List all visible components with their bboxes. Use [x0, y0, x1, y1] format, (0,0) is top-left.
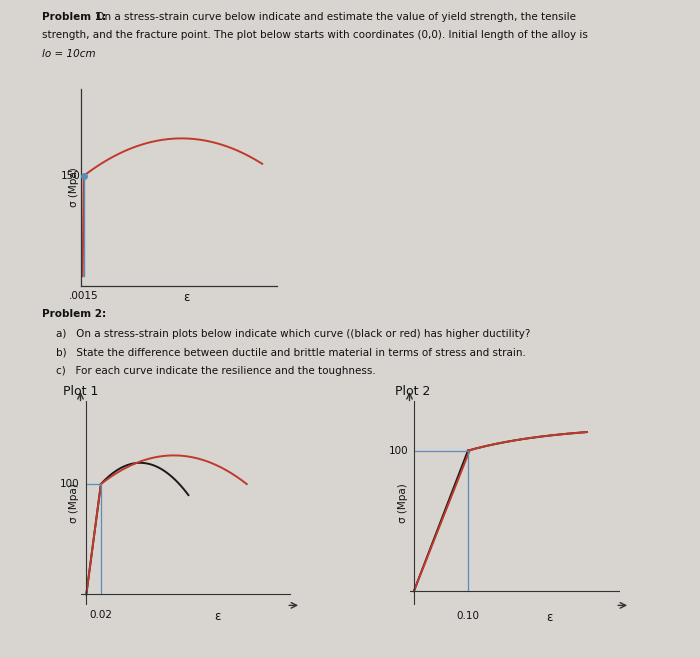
Text: Problem 2:: Problem 2: [42, 309, 106, 319]
Text: 100: 100 [389, 445, 408, 455]
Text: Problem 1:: Problem 1: [42, 12, 106, 22]
Text: On a stress-strain curve below indicate and estimate the value of yield strength: On a stress-strain curve below indicate … [93, 12, 576, 22]
Text: a)   On a stress-strain plots below indicate which curve ((black or red) has hig: a) On a stress-strain plots below indica… [56, 329, 531, 339]
Text: 150: 150 [61, 171, 80, 181]
Text: lo = 10cm: lo = 10cm [42, 49, 96, 59]
Text: .0015: .0015 [69, 291, 99, 301]
Text: c)   For each curve indicate the resilience and the toughness.: c) For each curve indicate the resilienc… [56, 366, 376, 376]
Text: ε: ε [546, 611, 552, 624]
Text: ε: ε [214, 610, 220, 622]
Text: strength, and the fracture point. The plot below starts with coordinates (0,0). : strength, and the fracture point. The pl… [42, 30, 588, 40]
Y-axis label: σ (Mpa): σ (Mpa) [398, 484, 408, 523]
Y-axis label: σ (Mpa): σ (Mpa) [69, 484, 79, 523]
Text: Plot 2: Plot 2 [395, 385, 431, 398]
Text: 100: 100 [60, 479, 79, 489]
Y-axis label: σ (Mpa): σ (Mpa) [69, 168, 79, 207]
Text: Plot 1: Plot 1 [63, 385, 99, 398]
Text: 0.02: 0.02 [90, 610, 113, 620]
Text: ε: ε [183, 291, 190, 304]
Text: 0.10: 0.10 [456, 611, 480, 621]
Text: b)   State the difference between ductile and brittle material in terms of stres: b) State the difference between ductile … [56, 347, 526, 357]
